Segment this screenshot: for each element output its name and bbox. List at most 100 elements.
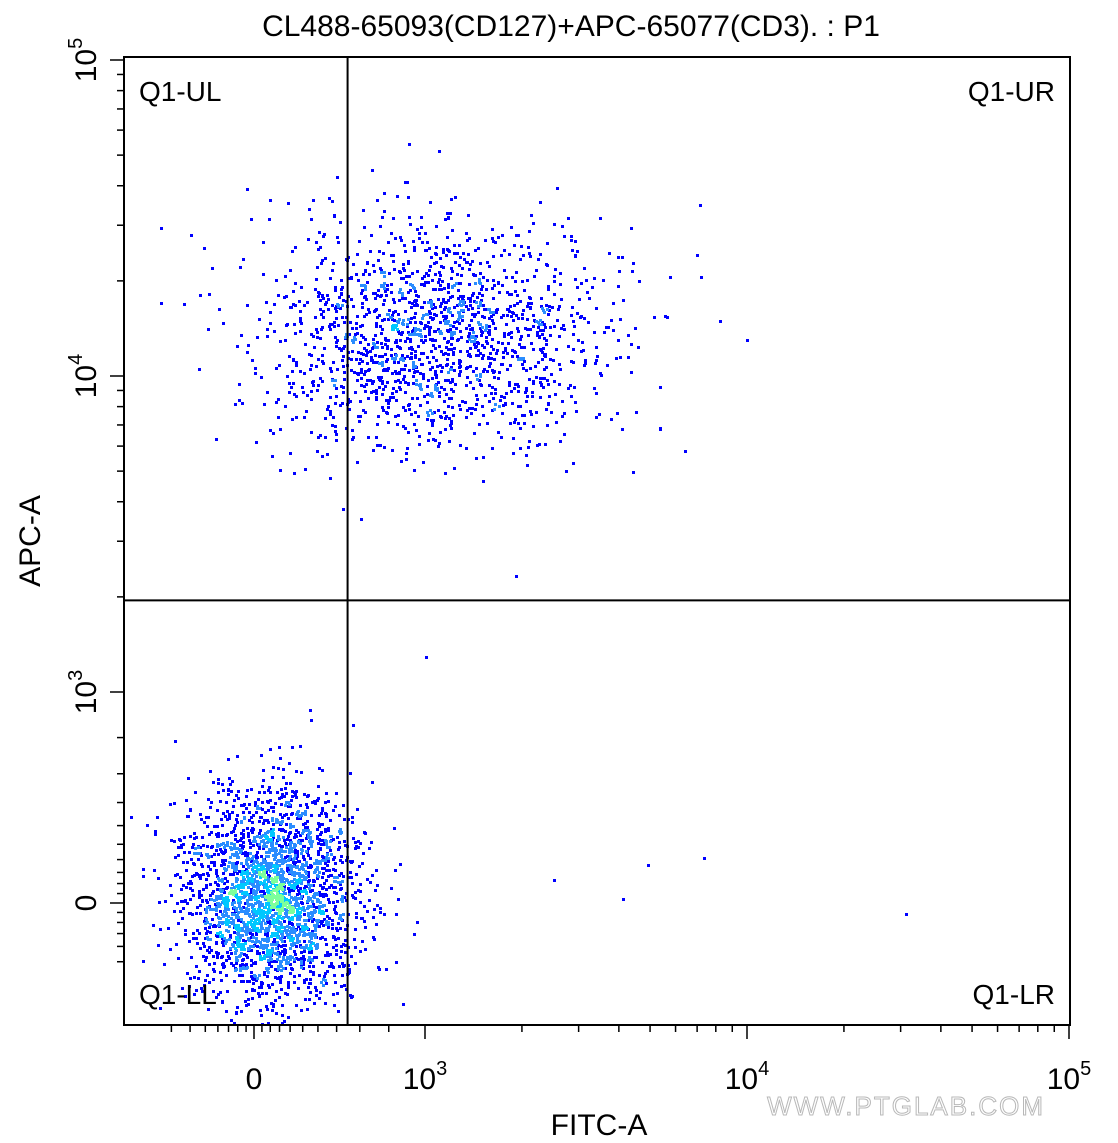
event-dot [190, 858, 193, 861]
event-dot [281, 926, 284, 929]
event-dot [344, 928, 347, 931]
event-dot [268, 986, 271, 989]
event-dot [412, 361, 415, 364]
event-dot [247, 948, 250, 951]
event-dot [224, 909, 227, 912]
event-dot [467, 308, 470, 311]
event-dot [321, 936, 324, 939]
event-dot [269, 799, 272, 802]
event-dot [256, 977, 259, 980]
event-dot [259, 836, 262, 839]
event-dot [335, 792, 338, 795]
event-dot [432, 303, 435, 306]
event-dot [435, 253, 438, 256]
event-dot [489, 352, 492, 355]
event-dot [245, 1004, 248, 1007]
event-dot [411, 302, 414, 305]
event-dot [411, 333, 414, 336]
event-dot [241, 945, 244, 948]
event-dot [413, 249, 416, 252]
event-dot [152, 924, 155, 927]
event-dot [414, 312, 417, 315]
event-dot [501, 412, 504, 415]
event-dot [221, 1001, 224, 1004]
event-dot [274, 976, 277, 979]
event-dot [289, 823, 292, 826]
event-dot [448, 440, 451, 443]
plot-frame [123, 56, 1071, 1026]
event-dot [224, 914, 227, 917]
event-dot [239, 964, 242, 967]
event-dot [461, 400, 464, 403]
event-dot [264, 878, 267, 881]
event-dot [240, 909, 243, 912]
event-dot [637, 346, 640, 349]
event-dot [289, 908, 292, 911]
event-dot [310, 364, 313, 367]
event-dot [247, 832, 250, 835]
event-dot [360, 371, 363, 374]
event-dot [513, 421, 516, 424]
event-dot [404, 391, 407, 394]
event-dot [319, 299, 322, 302]
event-dot [207, 798, 210, 801]
event-dot [490, 345, 493, 348]
event-dot [516, 302, 519, 305]
event-dot [280, 855, 283, 858]
event-dot [381, 406, 384, 409]
event-dot [332, 901, 335, 904]
event-dot [320, 328, 323, 331]
event-dot [324, 859, 327, 862]
event-dot [261, 927, 264, 930]
event-dot [215, 906, 218, 909]
event-dot [262, 779, 265, 782]
event-dot [399, 236, 402, 239]
event-dot [170, 839, 173, 842]
event-dot [343, 371, 346, 374]
event-dot [510, 336, 513, 339]
event-dot [349, 400, 352, 403]
event-dot [245, 990, 248, 993]
event-dot [303, 934, 306, 937]
event-dot [619, 356, 622, 359]
event-dot [233, 827, 236, 830]
event-dot [376, 444, 379, 447]
event-dot [301, 386, 304, 389]
event-dot [391, 357, 394, 360]
event-dot [424, 335, 427, 338]
event-dot [303, 928, 306, 931]
event-dot [434, 330, 437, 333]
event-dot [322, 984, 325, 987]
event-dot [331, 200, 334, 203]
quadrant-label-lr: Q1-LR [973, 979, 1055, 1010]
event-dot [492, 255, 495, 258]
event-dot [196, 942, 199, 945]
event-dot [316, 331, 319, 334]
event-dot [471, 407, 474, 410]
event-dot [616, 412, 619, 415]
event-dot [272, 918, 275, 921]
event-dot [369, 881, 372, 884]
event-dot [371, 359, 374, 362]
event-dot [287, 981, 290, 984]
event-dot [310, 390, 313, 393]
event-dot [458, 244, 461, 247]
event-dot [307, 847, 310, 850]
event-dot [443, 287, 446, 290]
event-dot [281, 908, 284, 911]
event-dot [234, 894, 237, 897]
event-dot [314, 986, 317, 989]
event-dot [262, 890, 265, 893]
event-dot [312, 199, 315, 202]
event-dot [262, 241, 265, 244]
event-dot [355, 327, 358, 330]
event-dot [230, 831, 233, 834]
event-dot [512, 319, 515, 322]
event-dot [261, 785, 264, 788]
event-dot [269, 885, 272, 888]
event-dot [334, 307, 337, 310]
event-dot [454, 261, 457, 264]
event-dot [237, 901, 240, 904]
event-dot [380, 269, 383, 272]
